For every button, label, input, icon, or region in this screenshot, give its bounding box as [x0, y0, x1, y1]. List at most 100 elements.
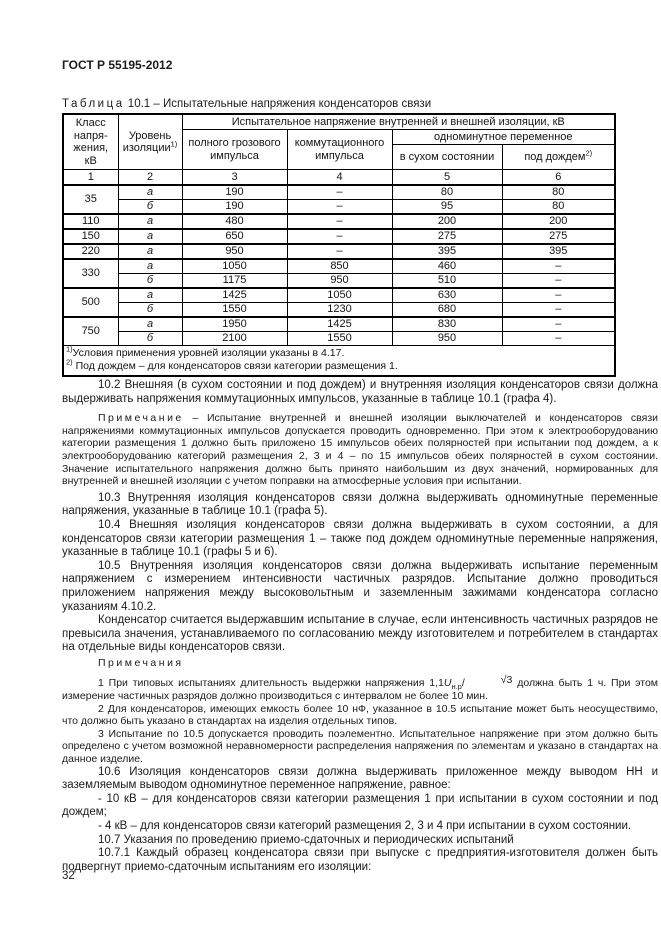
notes-heading: Примечания: [98, 656, 184, 669]
table-cell: 80: [501, 199, 616, 215]
table-row: 500 а 1425 1050 630 –: [62, 287, 616, 318]
table-cell: 395: [501, 243, 616, 260]
table-cell: 1550: [286, 331, 393, 346]
note-label: Примечание: [98, 412, 184, 425]
column-number: 2: [117, 169, 183, 186]
note-2: 2 Для конденсаторов, имеющих емкость бол…: [62, 702, 658, 728]
document-header: ГОСТ Р 55195-2012: [62, 58, 173, 72]
column-number: 3: [181, 169, 288, 186]
paragraph-10-5-continued: Конденсатор считается выдержавшим испыта…: [62, 614, 658, 654]
table-header-row: Класс напря-жения, кВ Уровень изоляции1)…: [62, 113, 616, 170]
table-cell: –: [501, 258, 616, 274]
table-cell: 1950: [181, 316, 288, 332]
table-cell-level: а: [117, 184, 183, 200]
page-number: 32: [62, 870, 75, 882]
table-row: б 190 – 95 80: [63, 199, 616, 215]
paragraph-10-2: 10.2 Внешняя (в сухом состоянии и под до…: [62, 379, 658, 405]
paragraph-10-5: 10.5 Внутренняя изоляция конденсаторов с…: [62, 559, 658, 613]
table-cell: 200: [501, 213, 616, 230]
table-cell-level: а: [117, 228, 183, 245]
table-cell-level: а: [117, 213, 183, 230]
paragraph-10-7: 10.7 Указания по проведению приемо-сдато…: [98, 833, 514, 846]
table-cell: –: [286, 184, 393, 200]
table-cell: 2100: [181, 331, 288, 346]
table-cell: 1050: [181, 258, 288, 274]
table-cell: 395: [391, 243, 503, 260]
note-3: 3 Испытание по 10.5 допускается проводит…: [62, 727, 658, 766]
table-cell: –: [286, 199, 393, 215]
col-header-insulation-level: Уровень изоляции1): [117, 113, 183, 170]
paragraph-10-4: 10.4 Внешняя изоляция конденсаторов связ…: [62, 518, 658, 559]
paragraph-10-6-item-2: - 4 кВ – для конденсаторов связи категор…: [98, 820, 632, 832]
paragraph-10-6: 10.6 Изоляция конденсаторов связи должна…: [62, 765, 658, 792]
table-cell: 680: [391, 302, 503, 318]
table-row: 330 а 1050 850 460 –: [62, 258, 616, 289]
table-footnote-2: 2) Под дождем – для конденсаторов связи …: [66, 357, 398, 372]
table-cell-class: 330: [62, 258, 119, 289]
table-cell: –: [286, 228, 393, 245]
table-cell: 1550: [181, 302, 288, 318]
table-cell: 950: [181, 243, 288, 260]
footnote-marker: 1): [170, 139, 178, 149]
formula-subscript: н.р: [451, 682, 462, 692]
column-number: 1: [62, 169, 119, 186]
table-cell-class: 150: [62, 228, 119, 245]
table-cell: 830: [391, 316, 503, 332]
table-cell: –: [501, 287, 616, 303]
column-number: 5: [391, 169, 503, 186]
table-cell-level: б: [117, 273, 183, 289]
col-header-rain: под дождем2): [501, 144, 616, 170]
table-cell: –: [501, 273, 616, 289]
table-title-number: 10.1: [127, 98, 151, 110]
table-cell: 950: [286, 273, 393, 289]
table-footnotes-row: 1)Условия применения уровней изоляции ук…: [62, 345, 616, 377]
table-row: б 1175 950 510 –: [63, 273, 616, 289]
test-voltages-table: Класс напря-жения, кВ Уровень изоляции1)…: [62, 113, 616, 377]
table-cell: 1230: [286, 302, 393, 318]
footnote-marker: 2): [585, 148, 593, 158]
table-cell: 80: [501, 184, 616, 200]
column-number-row: 1 2 3 4 5 6: [62, 169, 616, 186]
column-number: 4: [286, 169, 393, 186]
table-cell-level: а: [117, 243, 183, 260]
table-row: 110 а 480 – 200 200: [62, 213, 616, 230]
paragraph-10-6-item-1: - 10 кВ – для конденсаторов связи катего…: [62, 792, 658, 819]
table-cell: 950: [391, 331, 503, 346]
table-cell: 190: [181, 199, 288, 215]
table-cell: 1425: [286, 316, 393, 332]
table-cell-class: 220: [62, 243, 119, 260]
table-cell: 190: [181, 184, 288, 200]
table-row: 220 а 950 – 395 395: [62, 243, 616, 260]
paragraph-10-7-1: 10.7.1 Каждый образец конденсатора связи…: [62, 847, 658, 873]
table-footnote-1: 1)Условия применения уровней изоляции ук…: [66, 345, 345, 359]
table-cell-level: а: [117, 287, 183, 303]
col-header-dry: в сухом состоянии: [391, 144, 503, 170]
col-header-switching-impulse: коммутационного импульса: [286, 129, 393, 170]
table-cell: 95: [391, 199, 503, 215]
table-cell-level: б: [117, 331, 183, 346]
table-cell: 80: [391, 184, 503, 200]
table-cell: 1050: [286, 287, 393, 303]
table-header-row: в сухом состоянии под дождем2): [63, 144, 616, 170]
table-footnotes: 1)Условия применения уровней изоляции ук…: [62, 345, 616, 377]
table-cell: 1175: [181, 273, 288, 289]
table-cell: –: [501, 331, 616, 346]
table-cell: 200: [391, 213, 503, 230]
table-cell: –: [286, 213, 393, 230]
col-group-header-test-voltage: Испытательное напряжение внутренней и вн…: [181, 113, 616, 130]
footnote-marker: 2): [66, 357, 73, 366]
note-1: 1 При типовых испытаниях длительность вы…: [62, 674, 659, 703]
table-cell: 850: [286, 258, 393, 274]
table-cell: 1425: [181, 287, 288, 303]
table-cell: 275: [501, 228, 616, 245]
col-header-voltage-class: Класс напря-жения, кВ: [62, 113, 119, 170]
table-cell: –: [501, 302, 616, 318]
table-cell: 510: [391, 273, 503, 289]
col-header-lightning-impulse: полного грозового импульса: [181, 129, 288, 170]
formula-variable: U: [443, 677, 452, 690]
sqrt3-formula: √3: [500, 674, 513, 687]
table-cell: 460: [391, 258, 503, 274]
table-row: б 2100 1550 950 –: [63, 331, 616, 346]
table-cell: –: [286, 243, 393, 260]
